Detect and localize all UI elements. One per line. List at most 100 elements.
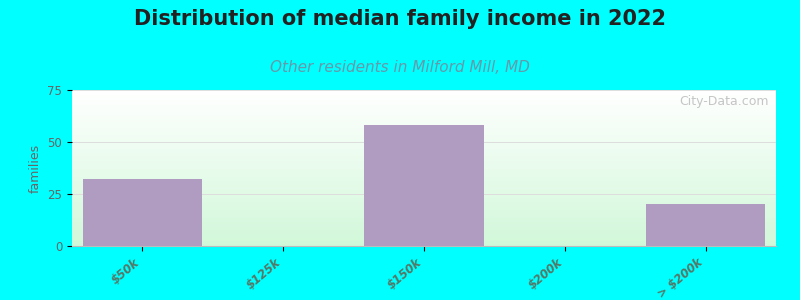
Bar [72,212,776,213]
Bar [72,134,776,135]
Bar [72,115,776,116]
Bar [72,194,776,195]
Bar [72,223,776,224]
Bar [72,168,776,169]
Bar [72,203,776,204]
Bar [72,96,776,97]
Bar [72,192,776,193]
Bar [72,227,776,228]
Bar [72,153,776,154]
Bar [72,125,776,126]
Bar [72,151,776,152]
Bar [72,157,776,158]
Bar [72,103,776,104]
Bar [72,159,776,160]
Bar [72,183,776,184]
Bar [72,219,776,220]
Bar [72,234,776,235]
Bar [72,105,776,106]
Bar [72,218,776,219]
Bar [72,142,776,143]
Bar [72,141,776,142]
Bar [72,133,776,134]
Bar [72,128,776,129]
Bar [72,119,776,120]
Bar [72,155,776,156]
Bar [72,170,776,171]
Bar [72,232,776,233]
Bar [72,190,776,191]
Bar [72,185,776,186]
Bar [72,114,776,115]
Bar [72,162,776,163]
Bar [72,160,776,161]
Bar [72,210,776,211]
Bar [72,123,776,124]
Bar [72,129,776,130]
Bar [72,127,776,128]
Bar [72,99,776,100]
Bar [72,112,776,113]
Bar [72,174,776,175]
Bar [72,149,776,150]
Bar [72,150,776,151]
Bar [72,198,776,199]
Bar [72,179,776,180]
Bar [72,161,776,162]
Bar [72,238,776,239]
Bar [72,205,776,206]
Bar [72,188,776,189]
Bar [72,138,776,139]
Bar [72,224,776,225]
Bar [72,199,776,200]
Bar [72,163,776,164]
Bar [72,118,776,119]
Bar [72,244,776,245]
Bar [72,215,776,216]
Bar [72,200,776,201]
Bar [72,226,776,227]
Bar [72,176,776,177]
Bar [72,229,776,230]
Bar [72,93,776,94]
Bar [72,156,776,157]
Bar [72,94,776,95]
Bar [72,191,776,192]
Bar [72,158,776,159]
Bar [72,186,776,187]
Bar [72,245,776,246]
Bar [72,165,776,166]
Bar [72,204,776,205]
Bar [72,230,776,231]
Bar [72,243,776,244]
Bar [364,125,484,246]
Bar [72,137,776,138]
Bar [72,135,776,136]
Bar [72,189,776,190]
Bar [72,236,776,237]
Bar [72,102,776,103]
Bar [72,182,776,183]
Bar [72,211,776,212]
Bar [72,97,776,98]
Bar [72,100,776,101]
Bar [72,241,776,242]
Bar [72,131,776,132]
Bar [72,147,776,148]
Bar [72,242,776,243]
Bar [72,235,776,236]
Bar [72,225,776,226]
Bar [72,143,776,144]
Bar [72,228,776,229]
Bar [72,237,776,238]
Bar [72,95,776,96]
Bar [72,152,776,153]
Bar [72,106,776,107]
Bar [72,108,776,109]
Bar [72,166,776,167]
Bar [72,117,776,118]
Bar [72,136,776,137]
Bar [72,193,776,194]
Bar [72,140,776,141]
Bar [72,195,776,196]
